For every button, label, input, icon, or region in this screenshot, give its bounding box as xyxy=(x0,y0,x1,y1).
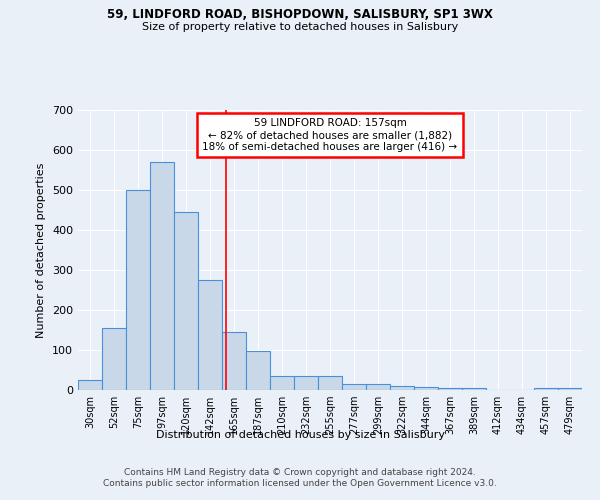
Bar xyxy=(174,212,198,390)
Text: Contains HM Land Registry data © Crown copyright and database right 2024.: Contains HM Land Registry data © Crown c… xyxy=(124,468,476,477)
Bar xyxy=(222,332,246,390)
Bar xyxy=(294,376,318,390)
Bar xyxy=(246,351,270,390)
Bar xyxy=(390,386,414,390)
Bar xyxy=(198,280,222,390)
Bar xyxy=(342,384,366,390)
Bar xyxy=(126,190,150,390)
Bar xyxy=(270,376,294,390)
Bar xyxy=(462,388,486,390)
Bar xyxy=(534,388,558,390)
Text: 59, LINDFORD ROAD, BISHOPDOWN, SALISBURY, SP1 3WX: 59, LINDFORD ROAD, BISHOPDOWN, SALISBURY… xyxy=(107,8,493,20)
Bar xyxy=(438,388,462,390)
Bar xyxy=(318,376,342,390)
Text: 59 LINDFORD ROAD: 157sqm
← 82% of detached houses are smaller (1,882)
18% of sem: 59 LINDFORD ROAD: 157sqm ← 82% of detach… xyxy=(202,118,458,152)
Bar xyxy=(78,380,102,390)
Bar xyxy=(150,162,174,390)
Text: Distribution of detached houses by size in Salisbury: Distribution of detached houses by size … xyxy=(155,430,445,440)
Bar xyxy=(366,384,390,390)
Text: Size of property relative to detached houses in Salisbury: Size of property relative to detached ho… xyxy=(142,22,458,32)
Y-axis label: Number of detached properties: Number of detached properties xyxy=(37,162,46,338)
Bar xyxy=(102,328,126,390)
Bar xyxy=(414,387,438,390)
Bar xyxy=(558,388,582,390)
Text: Contains public sector information licensed under the Open Government Licence v3: Contains public sector information licen… xyxy=(103,480,497,488)
